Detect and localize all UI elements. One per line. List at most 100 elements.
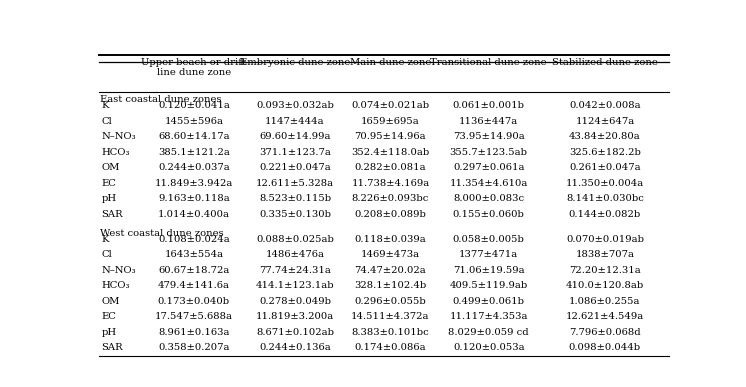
Text: 70.95±14.96a: 70.95±14.96a xyxy=(354,132,426,141)
Text: 1643±554a: 1643±554a xyxy=(164,250,223,259)
Text: 11.819±3.200a: 11.819±3.200a xyxy=(256,312,334,322)
Text: 352.4±118.0ab: 352.4±118.0ab xyxy=(351,148,430,157)
Text: EC: EC xyxy=(101,179,116,188)
Text: 0.058±0.005b: 0.058±0.005b xyxy=(453,235,524,244)
Text: 11.849±3.942a: 11.849±3.942a xyxy=(154,179,233,188)
Text: 8.671±0.102ab: 8.671±0.102ab xyxy=(256,328,334,337)
Text: 8.141±0.030bc: 8.141±0.030bc xyxy=(566,194,644,203)
Text: 355.7±123.5ab: 355.7±123.5ab xyxy=(450,148,527,157)
Text: 1455±596a: 1455±596a xyxy=(164,117,223,126)
Text: 11.738±4.169a: 11.738±4.169a xyxy=(351,179,430,188)
Text: 0.120±0.041a: 0.120±0.041a xyxy=(158,101,230,110)
Text: 11.117±4.353a: 11.117±4.353a xyxy=(449,312,528,322)
Text: 17.547±5.688a: 17.547±5.688a xyxy=(155,312,233,322)
Text: 1.086±0.255a: 1.086±0.255a xyxy=(569,297,641,306)
Text: 7.796±0.068d: 7.796±0.068d xyxy=(569,328,641,337)
Text: HCO₃: HCO₃ xyxy=(101,148,130,157)
Text: 0.208±0.089b: 0.208±0.089b xyxy=(354,210,427,219)
Text: SAR: SAR xyxy=(101,343,123,353)
Text: 0.296±0.055b: 0.296±0.055b xyxy=(354,297,426,306)
Text: 479.4±141.6a: 479.4±141.6a xyxy=(158,281,230,290)
Text: 0.120±0.053a: 0.120±0.053a xyxy=(453,343,524,353)
Text: pH: pH xyxy=(101,328,116,337)
Text: 0.088±0.025ab: 0.088±0.025ab xyxy=(256,235,334,244)
Text: 1659±695a: 1659±695a xyxy=(361,117,420,126)
Text: 8.961±0.163a: 8.961±0.163a xyxy=(158,328,230,337)
Text: East coastal dune zones: East coastal dune zones xyxy=(100,95,222,104)
Text: 0.042±0.008a: 0.042±0.008a xyxy=(569,101,641,110)
Text: 0.174±0.086a: 0.174±0.086a xyxy=(354,343,426,353)
Text: 60.67±18.72a: 60.67±18.72a xyxy=(158,266,230,275)
Text: OM: OM xyxy=(101,297,119,306)
Text: OM: OM xyxy=(101,163,119,172)
Text: 9.163±0.118a: 9.163±0.118a xyxy=(158,194,230,203)
Text: 0.278±0.049b: 0.278±0.049b xyxy=(259,297,331,306)
Text: 0.297±0.061a: 0.297±0.061a xyxy=(453,163,524,172)
Text: HCO₃: HCO₃ xyxy=(101,281,130,290)
Text: 0.173±0.040b: 0.173±0.040b xyxy=(158,297,230,306)
Text: 325.6±182.2b: 325.6±182.2b xyxy=(569,148,641,157)
Text: 0.221±0.047a: 0.221±0.047a xyxy=(259,163,331,172)
Text: 410.0±120.8ab: 410.0±120.8ab xyxy=(565,281,644,290)
Text: 0.335±0.130b: 0.335±0.130b xyxy=(259,210,331,219)
Text: 1.014±0.400a: 1.014±0.400a xyxy=(158,210,230,219)
Text: West coastal dune zones: West coastal dune zones xyxy=(100,229,224,238)
Text: 43.84±20.80a: 43.84±20.80a xyxy=(569,132,641,141)
Text: Embryonic dune zone: Embryonic dune zone xyxy=(239,58,350,67)
Text: 12.611±5.328a: 12.611±5.328a xyxy=(256,179,334,188)
Text: 11.350±0.004a: 11.350±0.004a xyxy=(565,179,644,188)
Text: 371.1±123.7a: 371.1±123.7a xyxy=(259,148,331,157)
Text: 8.000±0.083c: 8.000±0.083c xyxy=(453,194,524,203)
Text: 0.098±0.044b: 0.098±0.044b xyxy=(569,343,641,353)
Text: 1377±471a: 1377±471a xyxy=(459,250,518,259)
Text: 0.118±0.039a: 0.118±0.039a xyxy=(354,235,426,244)
Text: 0.061±0.001b: 0.061±0.001b xyxy=(453,101,524,110)
Text: 68.60±14.17a: 68.60±14.17a xyxy=(158,132,230,141)
Text: 8.383±0.101bc: 8.383±0.101bc xyxy=(351,328,429,337)
Text: K: K xyxy=(101,235,109,244)
Text: 71.06±19.59a: 71.06±19.59a xyxy=(453,266,524,275)
Text: Main dune zone: Main dune zone xyxy=(350,58,431,67)
Text: 8.226±0.093bc: 8.226±0.093bc xyxy=(351,194,429,203)
Text: Cl: Cl xyxy=(101,250,112,259)
Text: Stabilized dune zone: Stabilized dune zone xyxy=(552,58,658,67)
Text: 72.20±12.31a: 72.20±12.31a xyxy=(569,266,641,275)
Text: 385.1±121.2a: 385.1±121.2a xyxy=(158,148,230,157)
Text: 1147±444a: 1147±444a xyxy=(266,117,325,126)
Text: 1838±707a: 1838±707a xyxy=(575,250,634,259)
Text: N–NO₃: N–NO₃ xyxy=(101,266,136,275)
Text: 0.282±0.081a: 0.282±0.081a xyxy=(354,163,426,172)
Text: 69.60±14.99a: 69.60±14.99a xyxy=(260,132,330,141)
Text: 0.244±0.136a: 0.244±0.136a xyxy=(259,343,331,353)
Text: 0.499±0.061b: 0.499±0.061b xyxy=(453,297,524,306)
Text: K: K xyxy=(101,101,109,110)
Text: 1486±476a: 1486±476a xyxy=(266,250,325,259)
Text: 0.070±0.019ab: 0.070±0.019ab xyxy=(566,235,644,244)
Text: 11.354±4.610a: 11.354±4.610a xyxy=(450,179,528,188)
Text: 414.1±123.1ab: 414.1±123.1ab xyxy=(256,281,334,290)
Text: 0.358±0.207a: 0.358±0.207a xyxy=(158,343,230,353)
Text: N–NO₃: N–NO₃ xyxy=(101,132,136,141)
Text: 0.074±0.021ab: 0.074±0.021ab xyxy=(351,101,430,110)
Text: Upper beach or drift
line dune zone: Upper beach or drift line dune zone xyxy=(141,58,246,77)
Text: 409.5±119.9ab: 409.5±119.9ab xyxy=(450,281,528,290)
Text: 74.47±20.02a: 74.47±20.02a xyxy=(354,266,426,275)
Text: 0.244±0.037a: 0.244±0.037a xyxy=(158,163,230,172)
Text: 12.621±4.549a: 12.621±4.549a xyxy=(565,312,644,322)
Text: 1136±447a: 1136±447a xyxy=(459,117,518,126)
Text: Transitional dune zone: Transitional dune zone xyxy=(430,58,547,67)
Text: 8.523±0.115b: 8.523±0.115b xyxy=(259,194,331,203)
Text: 14.511±4.372a: 14.511±4.372a xyxy=(351,312,430,322)
Text: EC: EC xyxy=(101,312,116,322)
Text: 8.029±0.059 cd: 8.029±0.059 cd xyxy=(448,328,529,337)
Text: 0.155±0.060b: 0.155±0.060b xyxy=(453,210,524,219)
Text: 0.261±0.047a: 0.261±0.047a xyxy=(569,163,641,172)
Text: pH: pH xyxy=(101,194,116,203)
Text: 73.95±14.90a: 73.95±14.90a xyxy=(453,132,524,141)
Text: 1469±473a: 1469±473a xyxy=(361,250,420,259)
Text: 328.1±102.4b: 328.1±102.4b xyxy=(354,281,427,290)
Text: 0.108±0.024a: 0.108±0.024a xyxy=(158,235,230,244)
Text: 77.74±24.31a: 77.74±24.31a xyxy=(259,266,331,275)
Text: Cl: Cl xyxy=(101,117,112,126)
Text: 0.093±0.032ab: 0.093±0.032ab xyxy=(256,101,334,110)
